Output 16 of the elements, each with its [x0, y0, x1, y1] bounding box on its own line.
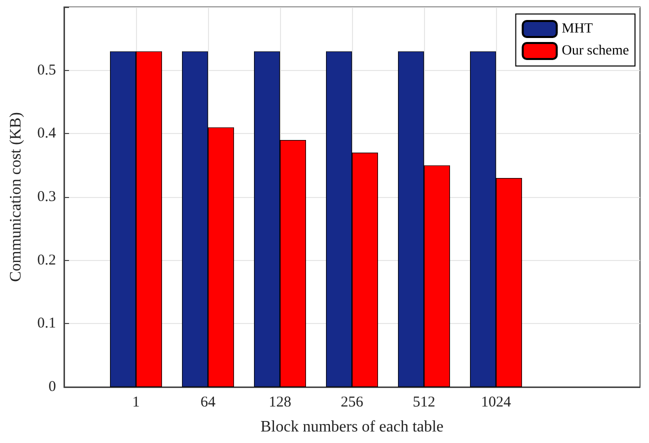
- x-tick-label: 128: [268, 394, 292, 410]
- x-axis-title: Block numbers of each table: [260, 418, 444, 436]
- legend-label: MHT: [562, 22, 594, 36]
- y-tick-label: 0.4: [37, 126, 56, 142]
- y-axis-title: Communication cost (KB): [8, 112, 24, 282]
- x-tick-label: 1024: [481, 394, 512, 410]
- y-tick-label: 0: [48, 379, 56, 395]
- y-tick-label: 0.5: [37, 62, 56, 78]
- y-tick-label: 0.3: [37, 189, 56, 205]
- x-tick-label: 256: [340, 394, 364, 410]
- y-tick-label: 0.1: [37, 316, 56, 332]
- x-tick-label: 512: [412, 394, 436, 410]
- legend-label: Our scheme: [562, 44, 630, 58]
- x-tick-label: 1: [132, 394, 140, 410]
- y-tick-label: 0.2: [37, 252, 56, 268]
- x-tick-label: 64: [200, 394, 216, 410]
